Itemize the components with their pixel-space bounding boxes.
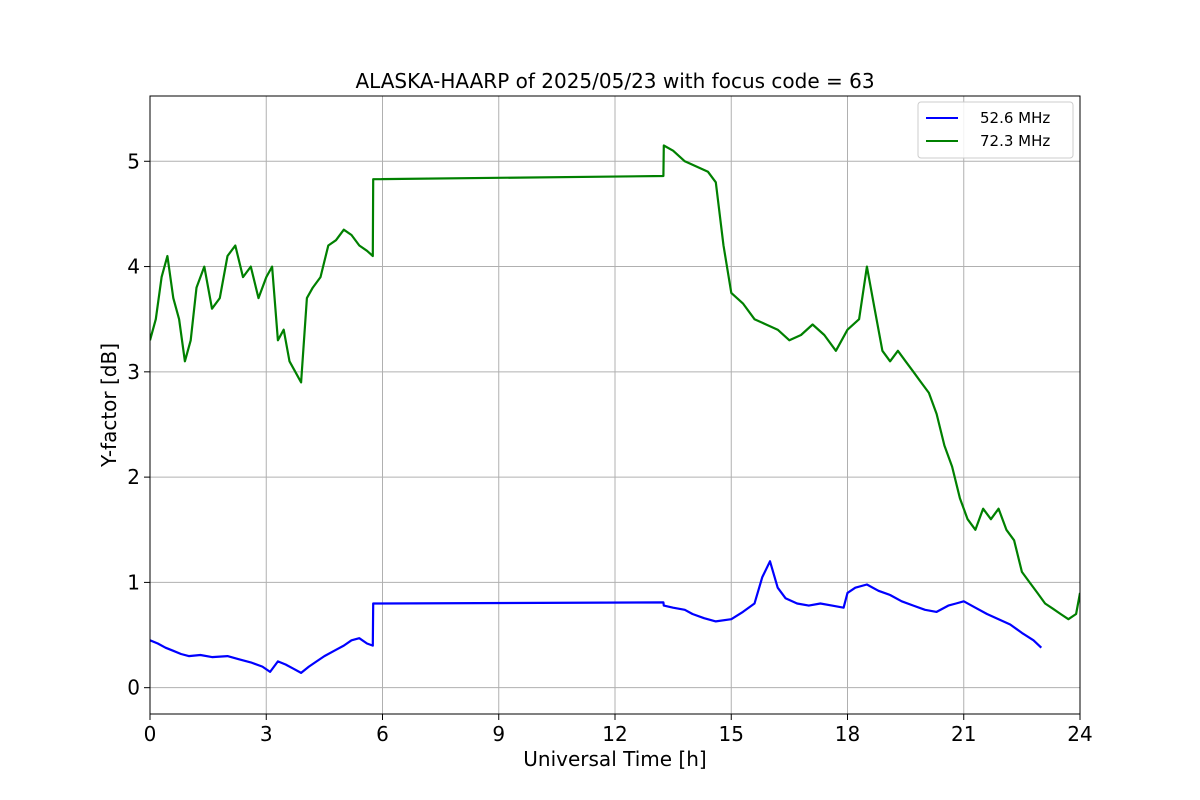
y-tick-label: 2: [127, 465, 140, 489]
x-tick-label: 0: [144, 722, 157, 746]
x-tick-label: 21: [951, 722, 976, 746]
y-tick-label: 5: [127, 149, 140, 173]
legend-box: [917, 101, 1074, 159]
legend: 52.6 MHz 72.3 MHz: [917, 101, 1074, 159]
y-tick-label: 0: [127, 676, 140, 700]
legend-label: 72.3 MHz: [980, 132, 1050, 150]
series-line-2: [150, 144, 1080, 621]
series-line-1: [150, 560, 1043, 675]
x-tick-label: 18: [835, 722, 860, 746]
legend-label: 52.6 MHz: [980, 109, 1050, 127]
chart-title: ALASKA-HAARP of 2025/05/23 with focus co…: [355, 69, 874, 93]
x-tick-label: 24: [1067, 722, 1092, 746]
x-tick-label: 9: [492, 722, 505, 746]
x-tick-label: 12: [602, 722, 627, 746]
x-tick-label: 6: [376, 722, 389, 746]
x-axis-label: Universal Time [h]: [523, 747, 706, 771]
x-tick-label: 15: [719, 722, 744, 746]
y-tick-label: 1: [127, 570, 140, 594]
y-tick-label: 3: [127, 360, 140, 384]
series-lines: [150, 144, 1080, 675]
y-tick-label: 4: [127, 255, 140, 279]
x-tick-label: 3: [260, 722, 273, 746]
y-axis-label: Y-factor [dB]: [97, 343, 121, 468]
